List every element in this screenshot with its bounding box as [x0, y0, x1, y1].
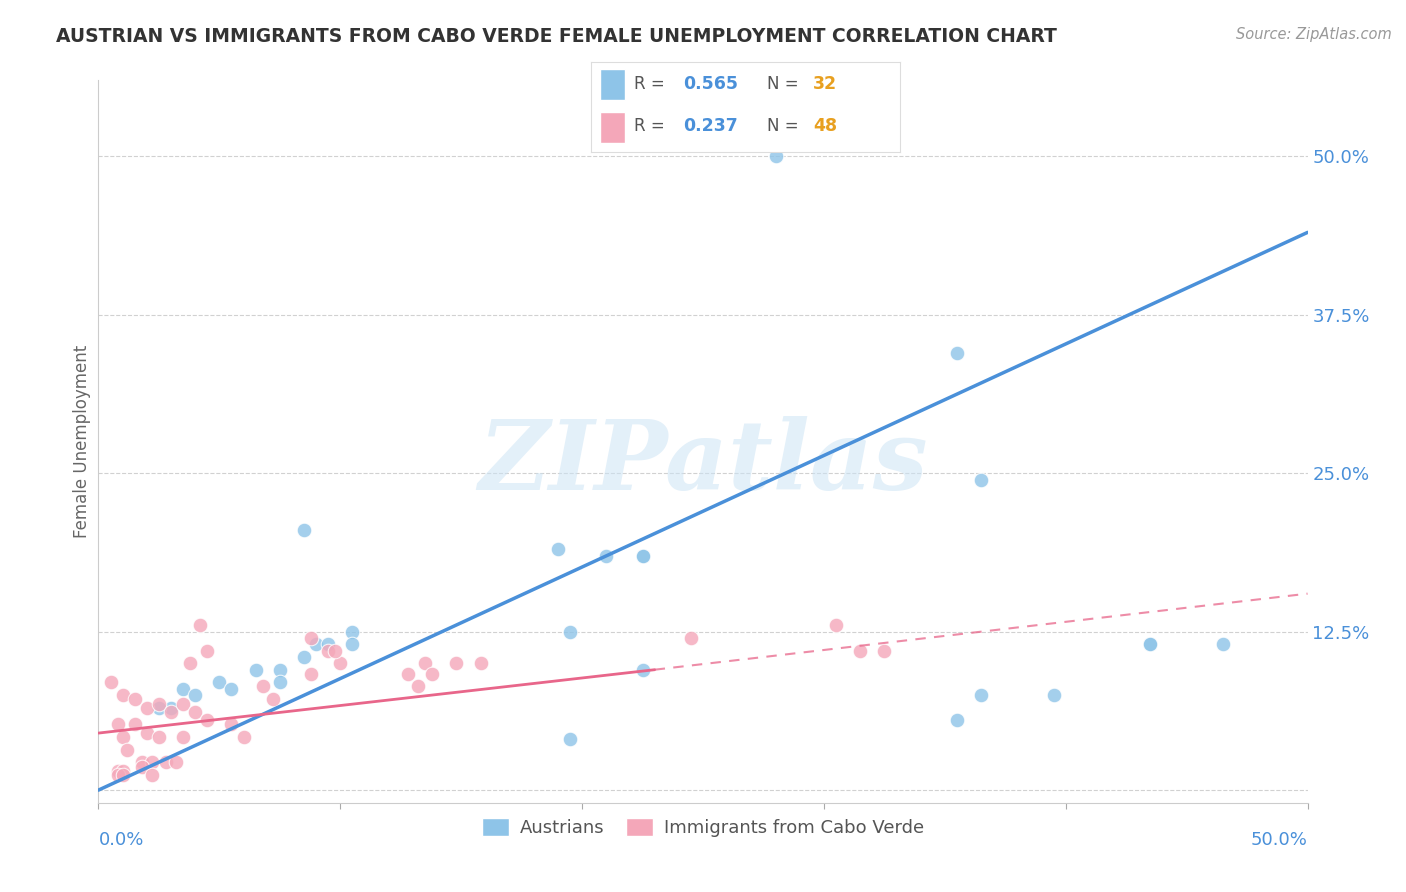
Point [765, 149, 787, 163]
Point [631, 549, 654, 563]
Point [1139, 637, 1161, 651]
Point [631, 549, 654, 563]
Point [558, 732, 581, 747]
Text: N =: N = [766, 75, 804, 94]
Point [208, 675, 231, 690]
Point [558, 624, 581, 639]
Point [329, 657, 352, 671]
Point [420, 666, 443, 681]
Text: 0.0%: 0.0% [98, 830, 143, 848]
Text: R =: R = [634, 75, 669, 94]
Point [406, 679, 429, 693]
Point [946, 714, 969, 728]
Point [165, 756, 187, 770]
Point [111, 688, 134, 702]
Point [172, 730, 194, 744]
Point [195, 714, 218, 728]
Text: AUSTRIAN VS IMMIGRANTS FROM CABO VERDE FEMALE UNEMPLOYMENT CORRELATION CHART: AUSTRIAN VS IMMIGRANTS FROM CABO VERDE F… [56, 27, 1057, 45]
Point [595, 549, 617, 563]
Point [849, 643, 872, 657]
Point [269, 675, 291, 690]
Point [184, 688, 207, 702]
Point [111, 768, 134, 782]
Point [111, 764, 134, 778]
Point [970, 688, 993, 702]
Point [292, 523, 315, 537]
Point [946, 346, 969, 360]
Point [547, 542, 569, 557]
Text: 0.565: 0.565 [683, 75, 738, 94]
Point [111, 730, 134, 744]
Point [148, 697, 170, 711]
Text: R =: R = [634, 117, 669, 136]
Point [1212, 637, 1234, 651]
Point [1139, 637, 1161, 651]
Point [131, 756, 153, 770]
Point [160, 705, 183, 719]
Text: 50.0%: 50.0% [1251, 830, 1308, 848]
Point [299, 666, 322, 681]
Point [316, 643, 339, 657]
Point [873, 643, 896, 657]
Text: 48: 48 [813, 117, 838, 136]
Point [148, 700, 170, 714]
Point [124, 691, 146, 706]
Point [305, 637, 328, 651]
Legend: Austrians, Immigrants from Cabo Verde: Austrians, Immigrants from Cabo Verde [475, 811, 931, 845]
Point [232, 730, 254, 744]
Text: 0.237: 0.237 [683, 117, 738, 136]
Point [172, 681, 194, 696]
Point [179, 657, 201, 671]
Point [446, 657, 468, 671]
Point [342, 624, 364, 639]
Text: 32: 32 [813, 75, 838, 94]
Point [1042, 688, 1064, 702]
Point [252, 679, 274, 693]
Point [184, 705, 207, 719]
Point [970, 473, 993, 487]
Y-axis label: Female Unemployment: Female Unemployment [73, 345, 91, 538]
Point [269, 663, 291, 677]
Point [148, 730, 170, 744]
Point [135, 700, 157, 714]
Point [131, 760, 153, 774]
Point [172, 697, 194, 711]
Point [221, 717, 243, 731]
Point [188, 618, 211, 632]
Point [299, 631, 322, 645]
Point [195, 643, 218, 657]
Point [679, 631, 702, 645]
Point [100, 675, 122, 690]
Point [262, 691, 284, 706]
Point [141, 768, 163, 782]
Point [316, 637, 339, 651]
Point [124, 717, 146, 731]
Point [107, 717, 129, 731]
Point [292, 650, 315, 665]
Point [107, 764, 129, 778]
Text: Source: ZipAtlas.com: Source: ZipAtlas.com [1236, 27, 1392, 42]
Point [396, 666, 419, 681]
Bar [600, 69, 624, 100]
Point [245, 663, 267, 677]
Point [413, 657, 436, 671]
Point [160, 700, 183, 714]
Point [155, 756, 177, 770]
Point [342, 637, 364, 651]
Text: ZIPatlas: ZIPatlas [478, 417, 928, 510]
Point [325, 643, 347, 657]
Point [825, 618, 848, 632]
Text: N =: N = [766, 117, 804, 136]
Point [135, 726, 157, 740]
Point [221, 681, 243, 696]
Point [141, 756, 163, 770]
Bar [600, 112, 624, 143]
Point [107, 768, 129, 782]
Point [631, 663, 654, 677]
Point [117, 742, 139, 756]
Point [470, 657, 492, 671]
